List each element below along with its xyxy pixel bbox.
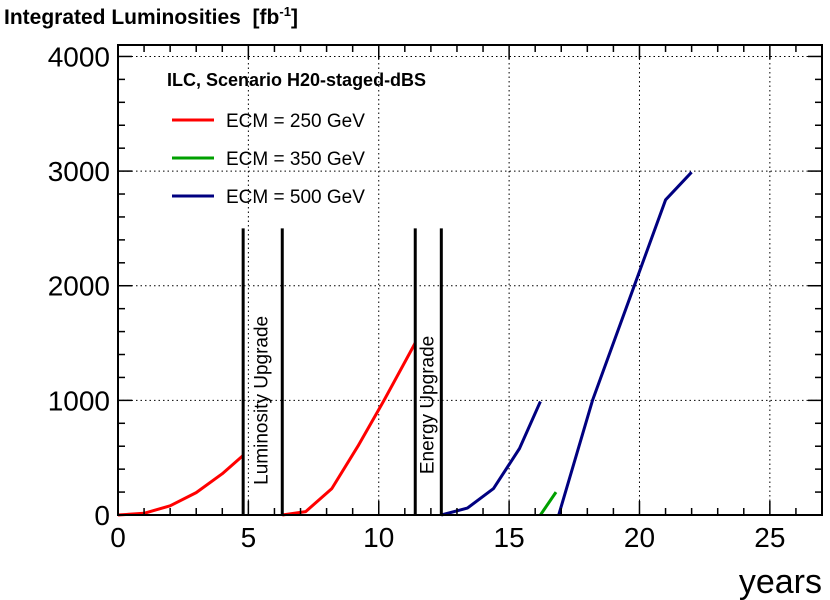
- upgrade-markers: [241, 228, 443, 515]
- tick-labels: 0 5 10 15 20 25 0 1000 2000 3000 4000: [48, 41, 786, 553]
- series-line-2-segment-0: [440, 400, 542, 517]
- series-lines: [117, 171, 693, 517]
- y-tick-label-0: 0: [94, 500, 110, 531]
- legend-label-0: ECM = 250 GeV: [226, 111, 365, 132]
- x-tick-label-5: 5: [241, 522, 257, 553]
- y-tick-label-4000: 4000: [48, 41, 110, 72]
- x-axis-title: years: [739, 563, 822, 600]
- chart-title-text: Integrated Luminosities: [4, 6, 241, 29]
- y-tick-label-3000: 3000: [48, 156, 110, 187]
- x-tick-label-15: 15: [494, 522, 525, 553]
- annotations: Luminosity Upgrade Energy Upgrade: [252, 316, 439, 485]
- series-line-0-segment-1: [282, 342, 417, 517]
- annotation-0: Luminosity Upgrade: [252, 316, 273, 485]
- x-tick-label-0: 0: [110, 522, 126, 553]
- x-tick-label-25: 25: [754, 522, 785, 553]
- legend: ILC, Scenario H20-staged-dBS ECM = 250 Ge…: [167, 70, 426, 208]
- legend-title: ILC, Scenario H20-staged-dBS: [167, 70, 426, 90]
- annotation-1: Energy Upgrade: [417, 336, 438, 474]
- y-tick-label-2000: 2000: [48, 271, 110, 302]
- y-tick-label-1000: 1000: [48, 385, 110, 416]
- legend-label-1: ECM = 350 GeV: [226, 149, 365, 170]
- axis-ticks: [117, 45, 823, 516]
- x-tick-label-20: 20: [624, 522, 655, 553]
- chart-title-unit-close: ]: [290, 6, 298, 29]
- legend-label-2: ECM = 500 GeV: [226, 187, 365, 208]
- series-line-1-segment-0: [539, 491, 558, 516]
- plot-frame-rect: [117, 44, 823, 516]
- chart-title: Integrated Luminosities [fb-1]: [4, 4, 298, 30]
- series-line-2-segment-1: [557, 171, 693, 516]
- grid: [118, 45, 822, 515]
- plot-frame: [117, 44, 823, 516]
- chart-title-unit-exponent: -1: [279, 4, 291, 19]
- x-tick-label-10: 10: [363, 522, 394, 553]
- chart-title-unit: [fb: [252, 6, 280, 29]
- series-line-0-segment-0: [117, 454, 245, 517]
